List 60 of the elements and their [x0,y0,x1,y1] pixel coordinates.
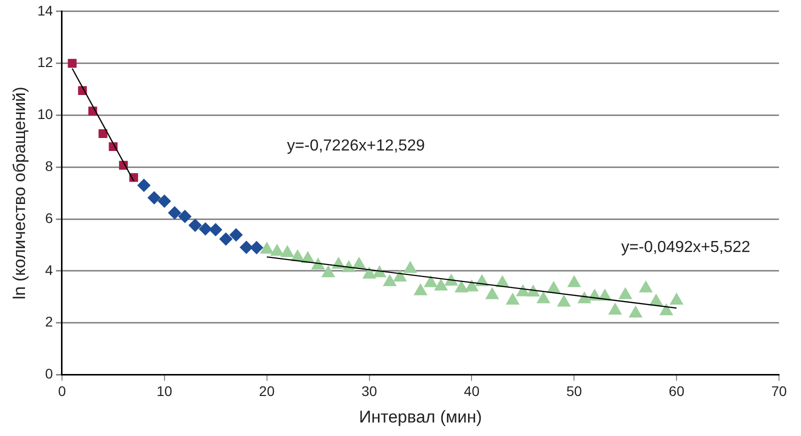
point [98,129,108,138]
point [168,206,182,220]
point [188,218,202,232]
point [230,228,243,242]
y-tick-label: 2 [45,314,54,330]
y-tick-label: 8 [45,158,54,174]
point [660,304,673,316]
point [198,222,212,236]
point [404,261,417,273]
y-tick-label: 0 [45,366,54,382]
point [137,178,150,192]
y-axis-title: ln (количество обращений) [10,86,29,300]
x-tick-label: 30 [361,383,378,400]
point [393,270,407,282]
point [322,266,335,278]
y-tick-label: 10 [37,106,54,122]
point [536,292,550,304]
point [454,280,468,292]
point [568,276,581,288]
point [260,242,274,254]
point [650,294,663,306]
x-tick-label: 0 [58,383,66,400]
point [506,293,520,305]
point [670,293,684,305]
point [68,58,77,68]
point [280,246,294,258]
point [250,241,264,254]
x-tick-label: 50 [566,383,582,400]
x-tick-label: 40 [464,383,480,400]
annotation: y=-0,7226x+12,529 [287,137,425,154]
y-tick-label: 14 [37,2,54,18]
x-tick-label: 10 [156,383,172,400]
point [209,223,222,236]
point [526,285,540,297]
point [618,288,632,300]
point [270,244,284,256]
x-tick-label: 20 [259,383,275,400]
point [219,232,232,246]
y-tick-label: 12 [37,54,54,70]
x-tick-label: 60 [668,383,685,400]
point [547,281,560,293]
x-tick-label: 70 [771,383,787,400]
point [158,194,171,208]
point [639,280,652,292]
y-tick-label: 6 [45,210,54,226]
point [434,279,448,291]
point [465,280,478,292]
annotation: y=-0,0492x+5,522 [621,239,750,256]
point [424,276,438,288]
point [557,295,570,307]
point [414,284,428,296]
point [240,240,253,254]
point [629,306,642,318]
x-axis-title: Интервал (мин) [359,407,482,426]
point [486,288,499,300]
y-tick-label: 4 [45,262,54,278]
point [608,303,622,315]
point [383,274,396,286]
point [178,210,192,223]
point [148,191,161,204]
